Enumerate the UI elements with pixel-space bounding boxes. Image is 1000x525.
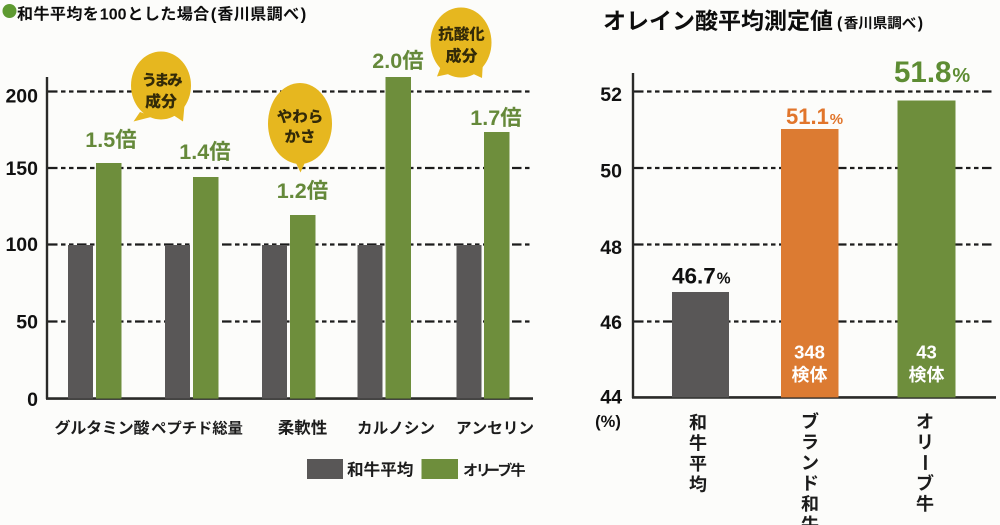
svg-text:50: 50 — [16, 312, 38, 334]
svg-text:0: 0 — [27, 389, 38, 411]
svg-text:51.8: 51.8 — [894, 56, 951, 89]
svg-text:46.7: 46.7 — [672, 264, 716, 289]
svg-text:46: 46 — [600, 312, 622, 334]
svg-text:(: ( — [837, 15, 843, 32]
svg-text:(: ( — [211, 5, 217, 24]
svg-text:150: 150 — [5, 158, 38, 180]
svg-text:(%): (%) — [595, 413, 621, 431]
svg-text:1.2: 1.2 — [277, 179, 307, 203]
svg-text:51.1: 51.1 — [786, 104, 829, 129]
svg-text:2.0: 2.0 — [372, 49, 402, 73]
svg-text:1.4: 1.4 — [179, 140, 209, 164]
svg-text:44: 44 — [600, 387, 622, 409]
svg-text:): ) — [918, 15, 923, 32]
svg-text:): ) — [301, 5, 307, 24]
svg-text:%: % — [717, 271, 731, 288]
svg-text:1.5: 1.5 — [85, 128, 115, 152]
svg-text:100: 100 — [5, 234, 38, 256]
svg-text:200: 200 — [5, 86, 38, 108]
svg-text:%: % — [952, 65, 970, 87]
svg-text:100: 100 — [100, 7, 127, 24]
svg-text:%: % — [830, 111, 843, 128]
svg-text:1.7: 1.7 — [470, 106, 500, 130]
svg-text:348: 348 — [794, 342, 825, 363]
svg-text:50: 50 — [600, 161, 622, 183]
svg-text:43: 43 — [916, 342, 937, 363]
svg-text:52: 52 — [600, 84, 622, 106]
svg-text:48: 48 — [600, 237, 622, 259]
